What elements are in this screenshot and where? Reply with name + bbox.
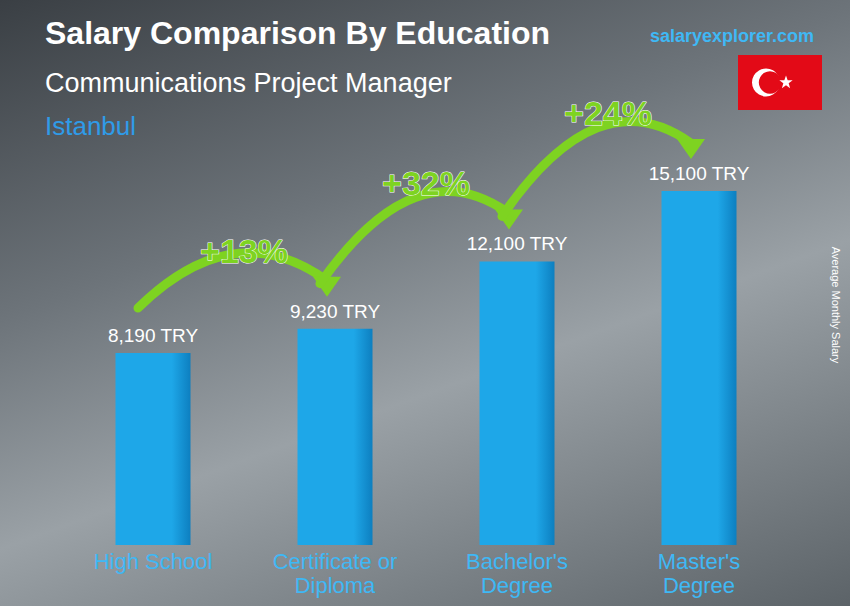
svg-text:Average Monthly Salary: Average Monthly Salary bbox=[830, 247, 842, 364]
svg-text:+32%: +32% bbox=[382, 164, 470, 202]
svg-text:+13%: +13% bbox=[200, 232, 288, 270]
svg-text:Diploma: Diploma bbox=[295, 573, 376, 598]
svg-text:Istanbul: Istanbul bbox=[45, 111, 136, 141]
svg-text:Degree: Degree bbox=[481, 573, 553, 598]
svg-text:8,190 TRY: 8,190 TRY bbox=[108, 325, 198, 346]
svg-text:Master's: Master's bbox=[658, 549, 740, 574]
svg-text:9,230 TRY: 9,230 TRY bbox=[290, 301, 380, 322]
svg-text:Salary Comparison By Education: Salary Comparison By Education bbox=[45, 15, 550, 51]
svg-text:Degree: Degree bbox=[663, 573, 735, 598]
svg-text:15,100 TRY: 15,100 TRY bbox=[649, 163, 750, 184]
svg-text:Certificate or: Certificate or bbox=[273, 549, 398, 574]
svg-text:+24%: +24% bbox=[564, 94, 652, 132]
svg-text:Communications Project Manager: Communications Project Manager bbox=[45, 68, 452, 98]
svg-text:salaryexplorer.com: salaryexplorer.com bbox=[650, 26, 814, 46]
svg-text:12,100 TRY: 12,100 TRY bbox=[467, 233, 568, 254]
svg-text:High School: High School bbox=[94, 549, 213, 574]
svg-text:Bachelor's: Bachelor's bbox=[466, 549, 568, 574]
